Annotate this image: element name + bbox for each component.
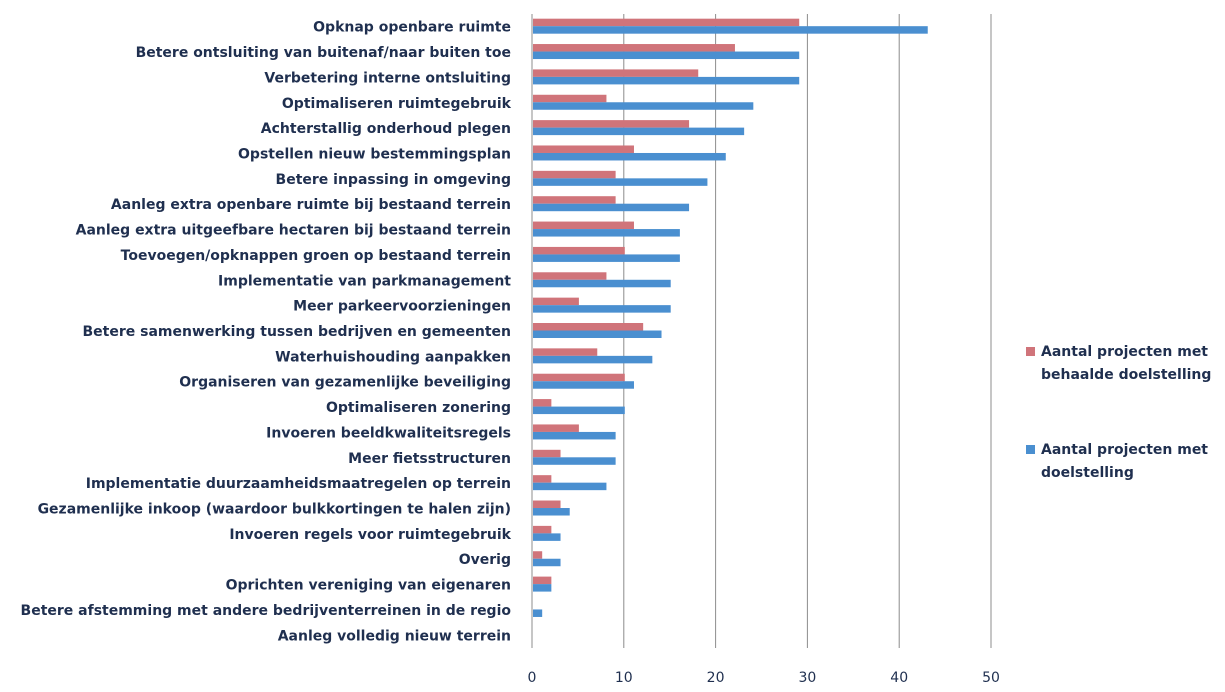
bar-behaald bbox=[533, 120, 690, 128]
bars bbox=[533, 18, 928, 617]
bar-doelstelling bbox=[533, 431, 616, 440]
category-label: Invoeren beeldkwaliteitsregels bbox=[266, 425, 511, 441]
x-tick-label: 10 bbox=[615, 670, 633, 686]
bar-behaald bbox=[533, 246, 625, 255]
bar-doelstelling bbox=[533, 254, 680, 262]
x-tick-label: 50 bbox=[982, 670, 1000, 686]
bar-behaald bbox=[533, 500, 561, 509]
category-label: Meer parkeervoorzieningen bbox=[293, 299, 511, 315]
bar-doelstelling bbox=[533, 76, 800, 85]
category-label: Achterstallig onderhoud plegen bbox=[261, 121, 511, 137]
category-label: Organiseren van gezamenlijke beveiliging bbox=[179, 375, 511, 391]
category-label: Implementatie van parkmanagement bbox=[218, 273, 511, 289]
legend-label: behaalde doelstelling bbox=[1041, 367, 1211, 383]
bar-doelstelling bbox=[533, 355, 653, 364]
category-label: Invoeren regels voor ruimtegebruik bbox=[229, 527, 511, 543]
bar-behaald bbox=[533, 449, 561, 458]
bar-doelstelling bbox=[533, 51, 800, 60]
category-label: Implementatie duurzaamheidsmaatregelen o… bbox=[86, 476, 511, 492]
bar-behaald bbox=[533, 196, 616, 204]
bar-behaald bbox=[533, 221, 634, 230]
bar-behaald bbox=[533, 475, 552, 483]
category-label: Oprichten vereniging van eigenaren bbox=[226, 578, 511, 594]
bar-behaald bbox=[533, 424, 579, 432]
category-label: Verbetering interne ontsluiting bbox=[264, 70, 511, 86]
bar-doelstelling bbox=[533, 178, 708, 186]
category-label: Aanleg extra openbare ruimte bij bestaan… bbox=[111, 197, 511, 213]
bar-doelstelling bbox=[533, 330, 662, 338]
bar-doelstelling bbox=[533, 381, 634, 389]
bar-behaald bbox=[533, 348, 598, 356]
x-tick-label: 0 bbox=[528, 670, 537, 686]
category-label: Opknap openbare ruimte bbox=[313, 20, 511, 36]
bar-behaald bbox=[533, 323, 644, 331]
bar-doelstelling bbox=[533, 508, 570, 516]
category-label: Opstellen nieuw bestemmingsplan bbox=[238, 146, 511, 162]
bar-doelstelling bbox=[533, 457, 616, 465]
category-label: Betere samenwerking tussen bedrijven en … bbox=[83, 324, 511, 340]
bar-doelstelling bbox=[533, 152, 726, 161]
bar-behaald bbox=[533, 145, 634, 153]
bar-doelstelling bbox=[533, 229, 680, 237]
bar-behaald bbox=[533, 69, 699, 77]
bar-behaald bbox=[533, 94, 607, 103]
bar-doelstelling bbox=[533, 406, 625, 415]
bar-behaald bbox=[533, 272, 607, 280]
bar-doelstelling bbox=[533, 533, 561, 541]
legend-label: doelstelling bbox=[1041, 465, 1134, 481]
legend: Aantal projecten met behaalde doelstellin… bbox=[1026, 344, 1211, 481]
legend-label: Aantal projecten met bbox=[1041, 442, 1208, 458]
legend-swatch bbox=[1026, 347, 1035, 356]
bar-doelstelling bbox=[533, 127, 745, 136]
category-label: Toevoegen/opknappen groen op bestaand te… bbox=[121, 248, 511, 264]
category-label: Optimaliseren zonering bbox=[326, 400, 511, 416]
bar-behaald bbox=[533, 576, 552, 585]
bar-behaald bbox=[533, 170, 616, 179]
bar-doelstelling bbox=[533, 609, 543, 617]
bar-doelstelling bbox=[533, 26, 928, 34]
x-tick-label: 20 bbox=[707, 670, 725, 686]
bar-doelstelling bbox=[533, 305, 671, 313]
bar-doelstelling bbox=[533, 102, 754, 110]
x-tick-label: 30 bbox=[798, 670, 816, 686]
bar-behaald bbox=[533, 297, 579, 306]
bar-doelstelling bbox=[533, 558, 561, 567]
category-label: Optimaliseren ruimtegebruik bbox=[282, 96, 512, 112]
legend-label: Aantal projecten met bbox=[1041, 344, 1208, 360]
category-label: Meer fietsstructuren bbox=[348, 451, 511, 467]
bar-behaald bbox=[533, 18, 800, 27]
bar-doelstelling bbox=[533, 584, 552, 592]
bar-behaald bbox=[533, 525, 552, 534]
bar-doelstelling bbox=[533, 482, 607, 491]
category-label: Aanleg volledig nieuw terrein bbox=[278, 628, 511, 644]
bar-behaald bbox=[533, 399, 552, 407]
category-label: Waterhuishouding aanpakken bbox=[275, 349, 511, 365]
bar-behaald bbox=[533, 373, 625, 382]
x-tick-label: 40 bbox=[890, 670, 908, 686]
legend-swatch bbox=[1026, 445, 1035, 454]
bar-behaald bbox=[533, 551, 543, 559]
category-label: Betere afstemming met andere bedrijvente… bbox=[21, 603, 512, 619]
bar-behaald bbox=[533, 44, 735, 52]
category-label: Aanleg extra uitgeefbare hectaren bij be… bbox=[76, 223, 511, 239]
bar-doelstelling bbox=[533, 203, 690, 212]
category-label: Overig bbox=[459, 552, 511, 568]
category-label: Betere ontsluiting van buitenaf/naar bui… bbox=[136, 45, 511, 61]
category-label: Gezamenlijke inkoop (waardoor bulkkortin… bbox=[38, 502, 511, 518]
category-label: Betere inpassing in omgeving bbox=[276, 172, 511, 188]
gridlines bbox=[623, 14, 992, 648]
bar-doelstelling bbox=[533, 279, 671, 288]
